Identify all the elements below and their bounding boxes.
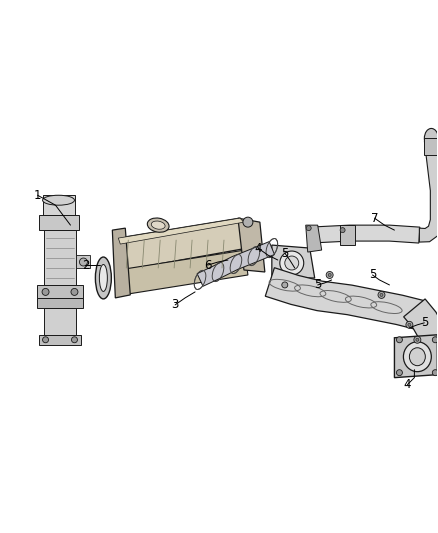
Ellipse shape xyxy=(340,228,345,232)
Polygon shape xyxy=(118,250,248,295)
Ellipse shape xyxy=(378,292,385,298)
Polygon shape xyxy=(424,139,438,155)
Text: 6: 6 xyxy=(204,259,212,271)
Ellipse shape xyxy=(71,337,78,343)
Polygon shape xyxy=(43,308,77,335)
Ellipse shape xyxy=(424,128,438,148)
Ellipse shape xyxy=(406,321,413,328)
Ellipse shape xyxy=(408,324,411,326)
Text: 5: 5 xyxy=(369,269,376,281)
Ellipse shape xyxy=(282,282,288,288)
Ellipse shape xyxy=(403,342,431,372)
Text: 4: 4 xyxy=(404,378,411,391)
Polygon shape xyxy=(404,299,438,360)
Ellipse shape xyxy=(328,273,331,277)
Ellipse shape xyxy=(285,256,299,270)
Polygon shape xyxy=(42,195,75,215)
Polygon shape xyxy=(37,298,83,308)
Ellipse shape xyxy=(396,337,403,343)
Ellipse shape xyxy=(79,258,88,266)
Ellipse shape xyxy=(416,338,419,341)
Ellipse shape xyxy=(147,218,169,232)
Ellipse shape xyxy=(414,336,421,343)
Text: 3: 3 xyxy=(171,298,179,311)
Polygon shape xyxy=(339,225,355,245)
Ellipse shape xyxy=(42,195,74,205)
Polygon shape xyxy=(395,335,437,378)
Text: 1: 1 xyxy=(34,189,41,201)
Ellipse shape xyxy=(410,348,425,366)
Polygon shape xyxy=(118,218,248,270)
Ellipse shape xyxy=(95,257,111,299)
Polygon shape xyxy=(238,218,265,272)
Ellipse shape xyxy=(306,225,311,231)
Ellipse shape xyxy=(99,264,107,292)
Ellipse shape xyxy=(71,288,78,295)
Text: 5: 5 xyxy=(420,316,428,329)
Polygon shape xyxy=(112,228,130,298)
Polygon shape xyxy=(265,268,423,329)
Ellipse shape xyxy=(432,370,438,376)
Polygon shape xyxy=(309,225,420,243)
Ellipse shape xyxy=(151,221,165,229)
Text: 4: 4 xyxy=(254,241,261,255)
Polygon shape xyxy=(419,140,438,242)
Ellipse shape xyxy=(42,337,49,343)
Ellipse shape xyxy=(243,217,253,227)
Ellipse shape xyxy=(396,370,403,376)
Polygon shape xyxy=(43,230,77,285)
Polygon shape xyxy=(37,285,83,298)
Ellipse shape xyxy=(432,337,438,343)
Polygon shape xyxy=(306,225,321,252)
Polygon shape xyxy=(272,245,314,278)
Ellipse shape xyxy=(380,293,383,296)
Ellipse shape xyxy=(280,251,304,275)
Text: 5: 5 xyxy=(281,247,289,260)
Text: 7: 7 xyxy=(371,212,378,224)
Polygon shape xyxy=(77,255,90,268)
Text: 2: 2 xyxy=(81,259,89,271)
Polygon shape xyxy=(197,241,275,286)
Text: 5: 5 xyxy=(314,278,321,292)
Polygon shape xyxy=(39,335,81,345)
Ellipse shape xyxy=(326,271,333,278)
Polygon shape xyxy=(118,218,244,244)
Polygon shape xyxy=(39,215,79,230)
Ellipse shape xyxy=(42,288,49,295)
